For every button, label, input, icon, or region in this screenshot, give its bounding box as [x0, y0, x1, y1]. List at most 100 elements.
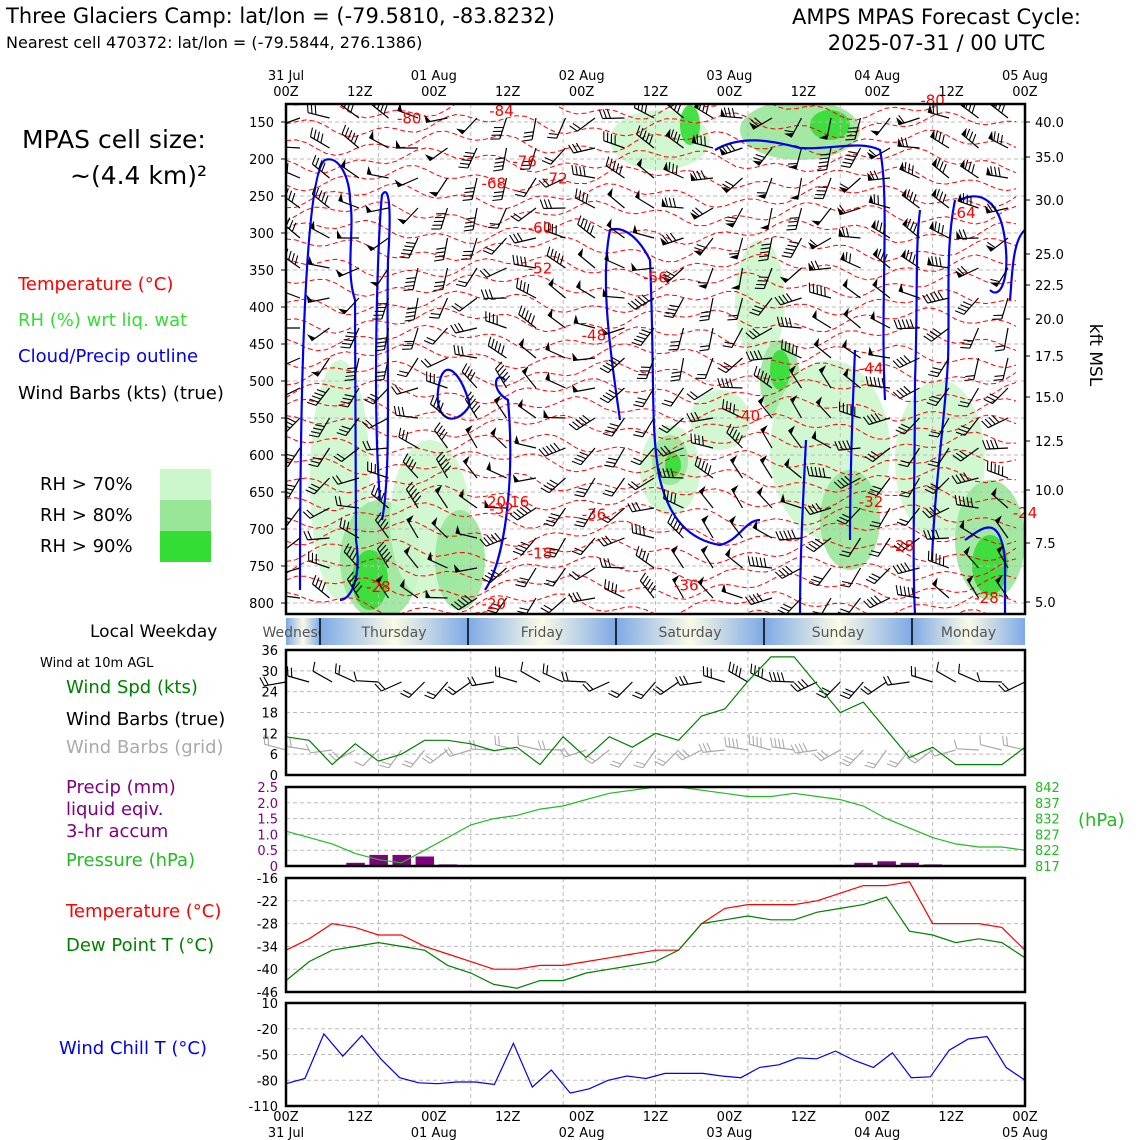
- wind-barb-feather: [896, 521, 907, 526]
- temp-tick-label: -40: [257, 963, 278, 978]
- wind-barb: [523, 177, 537, 197]
- wind-barb-flag: [725, 223, 735, 228]
- wind-barb-feather: [812, 283, 815, 294]
- wind-barb: [699, 237, 714, 256]
- wind-barb-feather: [656, 448, 664, 457]
- wind-barb-feather: [544, 156, 554, 162]
- wind-barb-feather: [401, 252, 411, 255]
- wind-barb: [577, 223, 596, 239]
- wind-barb-feather: [377, 541, 385, 550]
- wind-barb: [897, 594, 920, 599]
- wind-barb-flag: [720, 186, 730, 193]
- wind-barb-grid-feather: [586, 755, 596, 762]
- wind-barb-feather: [983, 398, 993, 405]
- wind-barb-feather: [989, 393, 999, 399]
- wind-barb-feather: [460, 162, 470, 165]
- wind-barb-grid: [820, 749, 841, 762]
- wind-barb-flag: [396, 139, 402, 148]
- wind-barb-feather: [645, 132, 650, 142]
- wind-barb-feather: [575, 142, 582, 152]
- wind-barb-feather: [455, 283, 466, 288]
- wind-barb-grid-feather: [267, 735, 270, 746]
- wind-barb-feather: [311, 483, 321, 489]
- wind-barb-feather: [676, 104, 682, 114]
- wind-barb: [677, 327, 685, 350]
- wind-tick-label: 0: [270, 769, 278, 784]
- wind-barb-feather: [896, 564, 903, 573]
- wind-barb-feather: [877, 377, 881, 388]
- wind-barb-feather: [896, 358, 904, 367]
- wind-barb-grid: [914, 749, 933, 764]
- bottom-date-label: 03 Aug: [706, 1126, 752, 1140]
- wind-barb-flag: [898, 283, 904, 293]
- wind-barb-feather: [722, 399, 725, 409]
- wind-barb-feather: [373, 104, 376, 107]
- wind-barb-grid-feather: [583, 757, 593, 765]
- wind-barb-feather: [543, 484, 553, 491]
- wind-barb-grid-feather: [443, 748, 451, 757]
- wind-barb-flag: [721, 583, 727, 593]
- wind-barb-feather: [704, 136, 706, 146]
- isotherm-label: -28: [366, 578, 391, 596]
- wind-barb-feather: [670, 375, 681, 378]
- wind-barb-flag: [663, 161, 668, 172]
- wind-barb-feather: [898, 463, 908, 468]
- wind-barb-feather: [676, 134, 681, 144]
- wind-barb-feather: [939, 161, 944, 171]
- wind-barb-flag: [984, 205, 992, 214]
- isotherm: [286, 111, 1017, 139]
- wind-barb-feather: [574, 524, 584, 528]
- wind-barb-flag: [365, 244, 375, 251]
- wind-barb-flag: [870, 310, 875, 321]
- isotherm-label: -52: [528, 260, 553, 278]
- wind-barb-feather: [545, 579, 556, 584]
- wind-barb-feather: [639, 127, 644, 138]
- wind-barb-feather: [405, 315, 415, 318]
- wind-barb-feather: [349, 575, 356, 584]
- wind-barb-feather: [538, 448, 546, 457]
- wind-barb-true-feather: [655, 686, 665, 693]
- wind-barb-flag: [927, 256, 933, 266]
- legend-wind-speed: Wind Spd (kts): [66, 677, 198, 698]
- wind-barb-feather: [663, 315, 674, 318]
- wind-barb-flag: [279, 283, 284, 292]
- wind-barb: [486, 267, 507, 278]
- bottom-time-label: 12Z: [791, 1110, 817, 1125]
- wind-barb: [961, 133, 979, 149]
- wind-barb-feather: [429, 316, 439, 319]
- wind-barb-feather: [930, 431, 941, 435]
- wind-barb: [602, 566, 625, 569]
- wind-barb-feather: [994, 349, 1005, 352]
- wind-barb-feather: [686, 393, 695, 401]
- wind-barb-feather: [931, 529, 936, 539]
- wind-barb-feather: [780, 316, 785, 327]
- bottom-date-label: 31 Jul: [268, 1126, 304, 1140]
- wind-barb-feather: [929, 292, 936, 302]
- wind-barb-feather: [642, 526, 645, 536]
- wind-barb-feather: [489, 223, 500, 226]
- top-date-label: 05 Aug: [1002, 69, 1048, 84]
- wind-barb-true: [867, 681, 887, 695]
- wind-barb: [1002, 357, 1009, 380]
- y-tick-label: 800: [249, 597, 274, 612]
- wind-barb-feather: [420, 360, 428, 368]
- weekday-name: Saturday: [658, 625, 721, 641]
- wind-barb-feather: [483, 268, 491, 276]
- wind-barb-grid-feather: [657, 758, 667, 764]
- wind-barb-feather: [524, 256, 527, 267]
- wind-barb-feather: [673, 104, 678, 111]
- wind-barb-feather: [642, 575, 649, 585]
- wind-barb: [375, 579, 389, 599]
- wind-barb: [427, 357, 448, 368]
- wind-barb-feather: [904, 161, 907, 172]
- weekday-band: [468, 618, 616, 645]
- cell-size-line1: MPAS cell size:: [22, 125, 206, 154]
- wind-barb-flag: [812, 309, 817, 320]
- wind-barb-flag: [808, 262, 815, 271]
- wind-barb-feather: [663, 273, 672, 280]
- wind-barb-flag: [959, 519, 964, 530]
- wind-barb-feather: [751, 556, 755, 567]
- wind-barb-flag: [435, 485, 443, 494]
- wind-barb: [486, 468, 507, 479]
